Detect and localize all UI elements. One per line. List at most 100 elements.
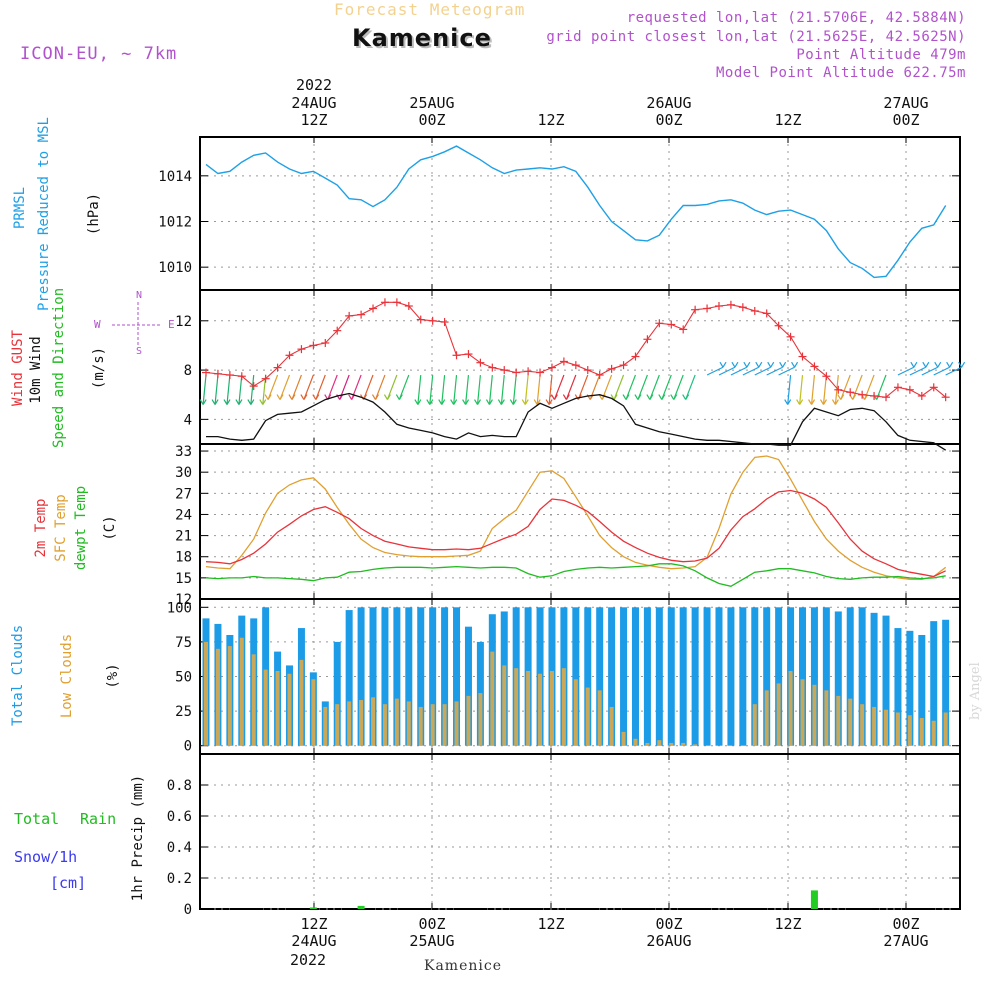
wind-arrow-head <box>250 399 255 405</box>
low-cloud-bar <box>585 687 590 746</box>
wind-arrow <box>441 374 446 405</box>
bottom-axis-date: 25AUG <box>409 932 455 950</box>
wind-arrow-head <box>949 361 954 368</box>
wind-arrow <box>553 374 565 400</box>
wind-arrow <box>613 374 625 400</box>
wind-arrow <box>488 374 493 405</box>
ytick-label-clouds-2: 50 <box>175 670 192 686</box>
low-cloud-bar <box>215 648 220 746</box>
low-cloud-bar <box>776 683 781 746</box>
wind-arrow-head <box>548 399 553 405</box>
low-cloud-bar <box>609 706 614 746</box>
wind-arrow-head <box>784 399 789 405</box>
low-cloud-bar <box>442 704 447 746</box>
wind-arrow <box>909 366 927 376</box>
wind-arrow <box>810 374 816 405</box>
wind-arrow-head <box>852 394 857 400</box>
wind-arrow <box>512 374 517 405</box>
wind-arrow-head <box>536 399 541 405</box>
low-cloud-bar <box>538 673 543 746</box>
wind-arrow-head <box>386 394 391 400</box>
total-cloud-bar <box>894 628 902 746</box>
requested-coords: requested lon,lat (21.5706E, 42.5884N) <box>626 10 966 26</box>
wind-arrow-head <box>398 394 403 400</box>
low-cloud-bar <box>848 698 853 746</box>
ytick-label-wind-0: 4 <box>184 412 192 428</box>
top-axis-hour: 00Z <box>892 111 920 129</box>
bottom-axis-date: 26AUG <box>646 932 692 950</box>
bottom-axis-hour: 00Z <box>892 915 920 933</box>
wind-arrow-head <box>755 361 760 368</box>
ytick-label-clouds-0: 0 <box>184 739 192 755</box>
low-cloud-bar <box>633 738 638 746</box>
top-axis-hour: 12Z <box>300 111 328 129</box>
wind-arrow-head <box>601 394 606 400</box>
wind-arrow <box>778 366 795 376</box>
top-axis-hour: 12Z <box>774 111 802 129</box>
wind-arrow <box>766 366 783 376</box>
wind-arrow-head <box>477 399 482 405</box>
low-cloud-bar <box>561 668 566 746</box>
wind-arrow-head <box>598 394 603 400</box>
total-cloud-bar <box>631 607 639 746</box>
total-cloud-bar <box>822 607 830 746</box>
wind-arrow <box>464 374 470 405</box>
wind-arrow-head <box>770 361 775 368</box>
wind-arrow <box>742 366 760 376</box>
wind-arrow-head <box>722 361 727 368</box>
low-cloud-bar <box>931 720 936 746</box>
wind-arrow <box>500 374 505 405</box>
wind-arrow-head <box>214 399 219 405</box>
total-cloud-bar <box>942 619 950 746</box>
wind-arrow <box>718 366 736 376</box>
ytick-label-pressure-2: 1014 <box>158 169 192 185</box>
ytick-label-wind-1: 8 <box>184 363 192 379</box>
top-axis-hour: 00Z <box>655 111 683 129</box>
wind-arrow <box>214 374 219 405</box>
low-cloud-bar <box>454 701 459 746</box>
wind-arrow <box>661 374 672 400</box>
wind-arrow <box>279 374 291 400</box>
wind-arrow <box>327 374 338 400</box>
wind-arrow <box>625 374 637 400</box>
wind-arrow-head <box>799 399 804 405</box>
low-cloud-bar <box>752 704 757 746</box>
low-cloud-bar <box>347 701 352 746</box>
wind-arrow-head <box>279 394 284 400</box>
wind-arrow-head <box>796 399 801 405</box>
ytick-label-wind-2: 12 <box>175 314 192 330</box>
total-cloud-bar <box>572 607 580 746</box>
wind-arrow <box>565 374 577 400</box>
wind-arrow-head <box>315 394 320 400</box>
top-axis-date: 25AUG <box>409 94 455 112</box>
wind-arrow-head <box>922 361 927 368</box>
wind-arrow-head <box>500 399 505 405</box>
bottom-axis-hour: 12Z <box>774 915 802 933</box>
low-cloud-bar <box>549 670 554 746</box>
wind-arrow-head <box>291 394 296 400</box>
bottom-year-label: 2022 <box>289 951 327 969</box>
snow-unit-label: [cm] <box>50 874 87 892</box>
temp-2m-line <box>205 489 946 578</box>
total-cloud-bar <box>810 607 818 746</box>
wind-arrow <box>429 374 434 405</box>
compass-rose: N S W E <box>92 290 182 358</box>
wind-arrow-head <box>637 394 642 400</box>
low-cloud-bar <box>872 706 877 746</box>
wind-arrow-head <box>414 399 419 405</box>
total-cloud-bar <box>608 607 616 746</box>
wind-arrow <box>536 374 541 405</box>
total-cloud-bar <box>584 607 592 746</box>
low-cloud-bar <box>406 701 411 746</box>
wind-arrow-head <box>441 399 446 405</box>
low-cloud-bar <box>943 712 948 746</box>
total-cloud-bar <box>775 607 783 746</box>
low-cloud-bar <box>382 704 387 746</box>
top-axis-label: 24AUG 12Z <box>280 95 348 129</box>
wind-arrow-head <box>682 394 687 400</box>
bottom-axis-label: 12Z 24AUG <box>280 916 348 950</box>
ytick-label-pressure-0: 1010 <box>158 260 192 276</box>
ytick-label-precip-0: 0 <box>184 902 192 918</box>
low-cloud-bar <box>275 670 280 746</box>
